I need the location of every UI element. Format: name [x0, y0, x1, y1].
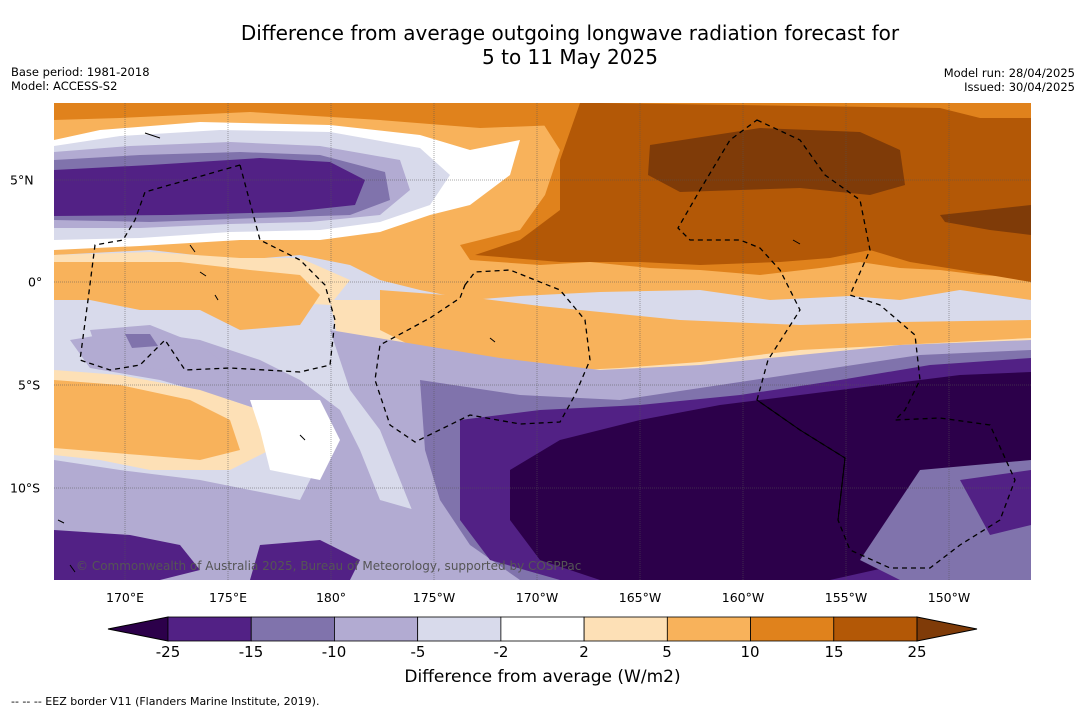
lon-label-150w: 150°W	[927, 590, 971, 605]
model-name: Model: ACCESS-S2	[11, 79, 118, 93]
graticule	[54, 103, 1031, 580]
title-line-2: 5 to 11 May 2025	[482, 45, 658, 69]
colorbar-extend-low	[107, 616, 169, 642]
colorbar-tick: 15	[824, 643, 844, 661]
colorbar-tick: -5	[410, 643, 426, 661]
lat-label-5s: 5°S	[18, 377, 41, 393]
colorbar-segment	[417, 616, 502, 642]
islands	[57, 132, 801, 573]
map-band	[125, 334, 158, 348]
meta-left: Base period: 1981-2018 Model: ACCESS-S2	[11, 65, 150, 93]
colorbar-label: Difference from average (W/m2)	[404, 667, 681, 687]
lat-label-0: 0°	[28, 274, 43, 290]
colorbar	[107, 616, 978, 642]
colorbar-segment	[167, 616, 252, 642]
colorbar-segment	[583, 616, 668, 642]
lon-label-155w: 155°W	[824, 590, 868, 605]
colorbar-extend-high	[916, 616, 978, 642]
colorbar-segment	[334, 616, 419, 642]
lon-label-175w: 175°W	[412, 590, 456, 605]
map-band	[250, 540, 360, 580]
lon-label-170w: 170°W	[515, 590, 559, 605]
base-period: Base period: 1981-2018	[11, 65, 150, 79]
map-band	[960, 470, 1031, 535]
lon-label-170e: 170°E	[105, 590, 145, 605]
colorbar-segment	[750, 616, 835, 642]
eez-borders	[79, 119, 1016, 569]
map-band	[600, 103, 1031, 118]
map-band	[648, 128, 905, 195]
lon-label-180: 180°	[315, 590, 347, 605]
colorbar-tick: 2	[579, 643, 589, 661]
lon-label-165w: 165°W	[618, 590, 662, 605]
map-band	[54, 330, 800, 580]
map-band	[250, 400, 340, 480]
copyright-notice: © Commonwealth of Australia 2025, Bureau…	[76, 559, 582, 573]
map-band	[54, 103, 560, 128]
colorbar-tick: 25	[907, 643, 927, 661]
lat-label-5n: 5°N	[10, 172, 34, 188]
map-band	[940, 205, 1031, 235]
map-band	[54, 380, 240, 460]
lat-label-10s: 10°S	[10, 480, 41, 496]
map-band	[54, 530, 200, 580]
map-band	[54, 262, 320, 330]
colorbar-tick: -15	[238, 643, 264, 661]
map-band	[90, 325, 220, 370]
colorbar-segment	[833, 616, 918, 642]
model-run: Model run: 28/04/2025	[943, 66, 1075, 80]
meta-right: Model run: 28/04/2025 Issued: 30/04/2025	[944, 66, 1075, 94]
eez-solid-segment	[756, 399, 846, 521]
colorbar-tick: -2	[493, 643, 509, 661]
map-field	[54, 103, 1031, 580]
colorbar-segment	[666, 616, 751, 642]
lon-label-175e: 175°E	[208, 590, 248, 605]
colorbar-tick: 10	[740, 643, 760, 661]
issued-date: Issued: 30/04/2025	[964, 80, 1075, 94]
title-line-1: Difference from average outgoing longwav…	[240, 21, 900, 45]
lon-label-160w: 160°W	[721, 590, 765, 605]
colorbar-segment	[500, 616, 585, 642]
colorbar-tick: 5	[662, 643, 672, 661]
map-band	[380, 290, 1031, 372]
colorbar-segment	[250, 616, 335, 642]
colorbar-tick: -25	[155, 643, 181, 661]
colorbar-tick: -10	[321, 643, 347, 661]
eez-footnote: -- -- -- EEZ border V11 (Flanders Marine…	[11, 695, 320, 708]
map-band	[54, 158, 365, 216]
chart-title: Difference from average outgoing longwav…	[160, 21, 980, 69]
anomaly-map	[54, 103, 1031, 580]
